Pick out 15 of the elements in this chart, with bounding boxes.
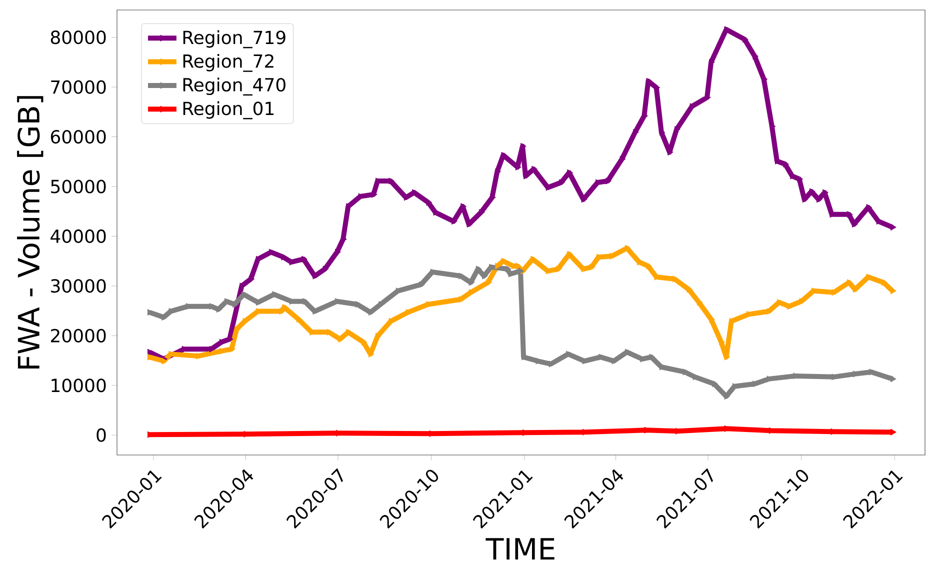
legend-label: Region_470 xyxy=(183,78,286,96)
y-tick-label: 0 xyxy=(96,428,106,442)
legend-label: Region_01 xyxy=(183,101,274,120)
legend-label: Region_719 xyxy=(183,30,286,48)
y-tick-label: 50000 xyxy=(51,180,106,194)
y-tick-label: 20000 xyxy=(51,328,106,342)
y-axis-title: FWA - Volume [GB] xyxy=(17,96,44,368)
y-tick-label: 40000 xyxy=(50,229,106,244)
legend-label: Region_72 xyxy=(183,54,274,72)
y-tick-label: 70000 xyxy=(51,80,106,94)
y-tick-label: 10000 xyxy=(52,378,106,392)
x-axis-title: TIME xyxy=(486,538,554,560)
y-tick-label: 80000 xyxy=(50,30,106,44)
y-tick-label: 30000 xyxy=(51,279,106,293)
y-tick-label: 60000 xyxy=(50,130,106,144)
